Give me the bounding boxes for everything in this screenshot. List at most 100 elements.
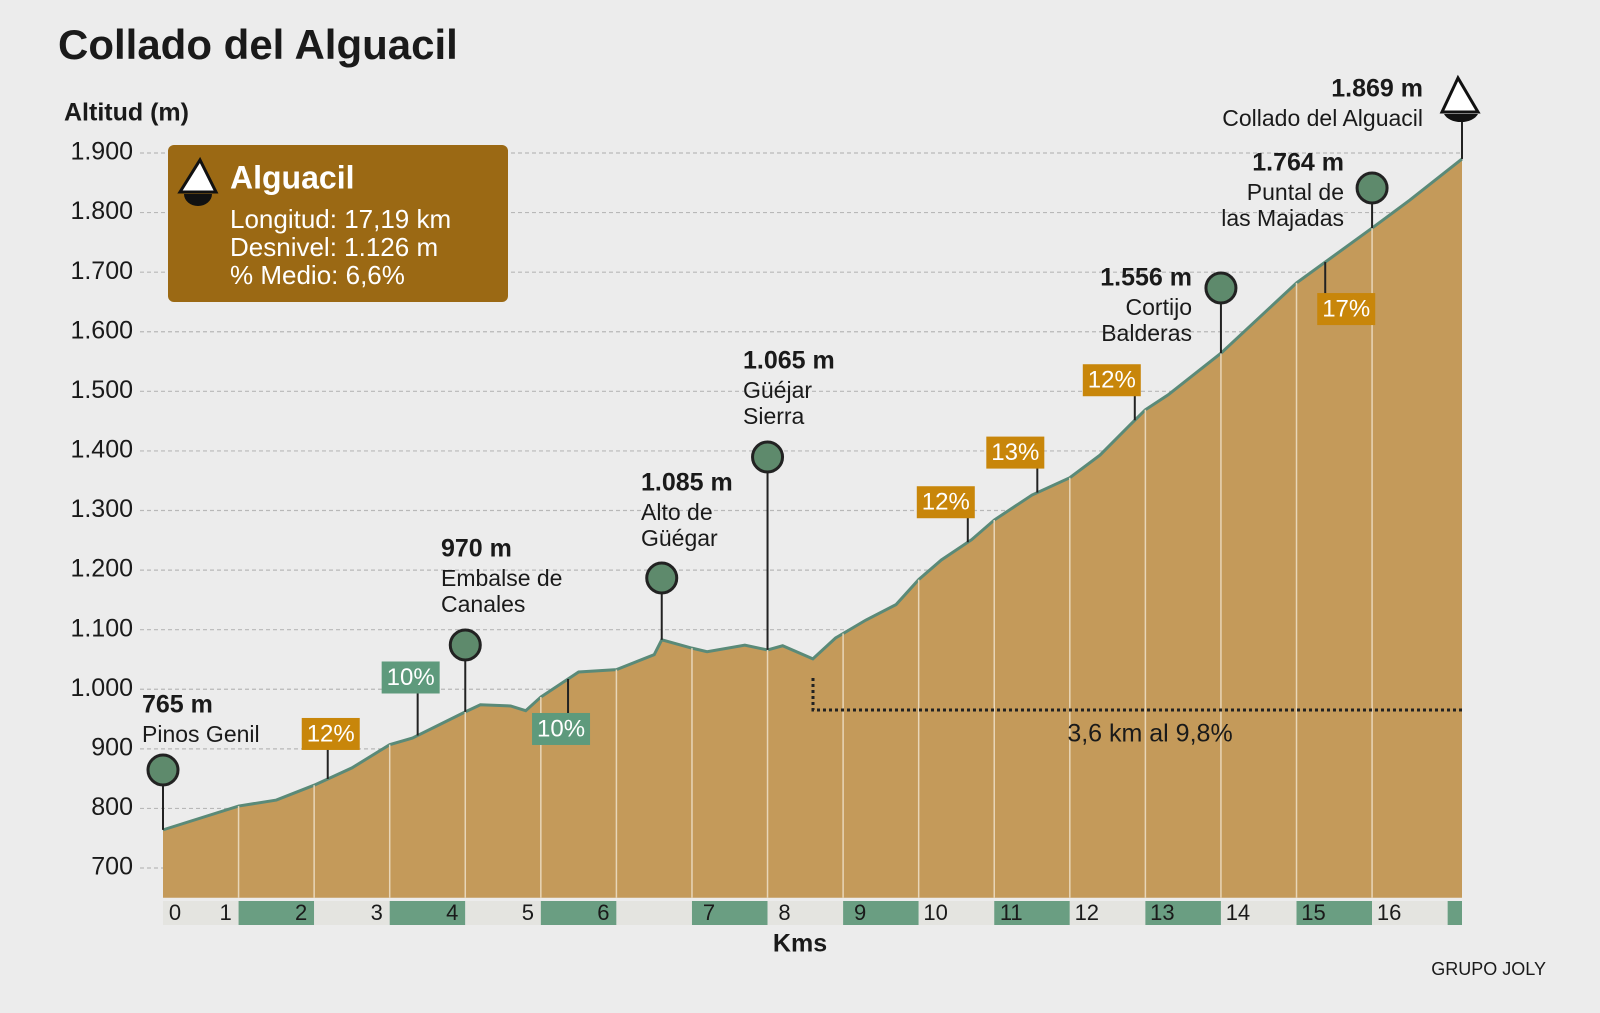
grade-label: 12% (922, 489, 970, 516)
km-band (163, 901, 239, 925)
x-tick-label: 12 (1075, 900, 1099, 925)
km-band (994, 901, 1070, 925)
y-tick-label: 800 (91, 793, 133, 821)
summit-icon (184, 194, 212, 206)
x-tick-label: 13 (1150, 900, 1174, 925)
km-band (238, 901, 315, 925)
summit-name: Puntal de (1247, 179, 1344, 205)
y-tick-label: 1.300 (70, 495, 133, 523)
summit-marker (1204, 271, 1238, 305)
grade-label: 12% (1088, 367, 1136, 394)
km-band (767, 901, 844, 925)
summit-elevation: 970 m (441, 535, 512, 563)
grade-label: 10% (537, 715, 585, 742)
summit-name: Cortijo (1126, 294, 1192, 320)
grade-label: 13% (991, 439, 1039, 466)
summit-elevation: 1.764 m (1252, 149, 1344, 177)
y-tick-label: 1.100 (70, 614, 133, 642)
grade-badge (1082, 364, 1141, 397)
km-band (1447, 901, 1462, 925)
grade-badge (916, 486, 975, 519)
summit-elevation: 1.085 m (641, 469, 733, 497)
km-band (1220, 901, 1297, 925)
summit-name: Canales (441, 591, 525, 617)
summit-elevation: 765 m (142, 691, 213, 719)
summit-marker (645, 561, 679, 595)
x-tick-label: 3 (371, 900, 383, 925)
y-tick-label: 1.400 (70, 436, 133, 464)
km-band (1069, 901, 1146, 925)
summit-marker (1355, 171, 1389, 205)
summit-name: Balderas (1101, 320, 1192, 346)
x-tick-label: 1 (219, 900, 231, 925)
km-band (1372, 901, 1448, 925)
x-tick-label: 9 (854, 900, 866, 925)
segment-label: 3,6 km al 9,8% (1067, 720, 1232, 748)
info-line: % Medio: 6,6% (230, 260, 405, 290)
x-tick-label: 0 (169, 900, 181, 925)
summit-elevation: 1.065 m (743, 347, 835, 375)
segment-line (811, 678, 1465, 712)
y-tick-label: 700 (91, 853, 133, 881)
summit-elevation: 1.556 m (1100, 264, 1192, 292)
profile-line (162, 157, 1463, 832)
x-tick-label: 8 (778, 900, 790, 925)
summit-name: Pinos Genil (142, 721, 260, 747)
summit-name: Güéjar (743, 377, 812, 403)
y-tick-label: 1.700 (70, 257, 133, 285)
info-line: Desnivel: 1.126 m (230, 232, 438, 262)
summit-marker (751, 440, 785, 474)
info-box (168, 145, 508, 302)
x-tick-label: 4 (446, 900, 458, 925)
km-band (1145, 901, 1221, 925)
y-tick-label: 1.200 (70, 555, 133, 583)
summit-elevation: 1.869 m (1331, 75, 1423, 103)
area (163, 158, 1462, 898)
y-tick-label: 1.000 (70, 674, 133, 702)
x-tick-label: 15 (1301, 900, 1325, 925)
summit-icon (177, 156, 219, 194)
y-tick-label: 1.800 (70, 197, 133, 225)
info-title: Alguacil (230, 159, 354, 195)
km-band (691, 901, 768, 925)
source: GRUPO JOLY (1431, 959, 1546, 979)
km-band (540, 901, 617, 925)
x-tick-label: 5 (522, 900, 534, 925)
info-line: Longitud: 17,19 km (230, 204, 451, 234)
km-band (616, 901, 692, 925)
summit-icon (1439, 74, 1481, 114)
x-tick-label: 14 (1226, 900, 1250, 925)
chart-title: Collado del Alguacil (58, 21, 458, 68)
km-band (389, 901, 466, 925)
x-tick-label: 6 (597, 900, 609, 925)
grade-badge (301, 717, 360, 750)
grade-badge (1317, 293, 1376, 326)
summit-name: Güégar (641, 525, 718, 551)
grade-badge (986, 436, 1045, 469)
x-tick-label: 10 (923, 900, 947, 925)
km-band (843, 901, 919, 925)
km-band (918, 901, 995, 925)
y-tick-label: 1.500 (70, 376, 133, 404)
km-band (465, 901, 541, 925)
grade-badge (381, 661, 440, 694)
summit-icon (1444, 114, 1478, 123)
grade-badge (532, 712, 591, 745)
summit-name: las Majadas (1221, 205, 1344, 231)
summit-name: Embalse de (441, 565, 562, 591)
km-band (1296, 901, 1373, 925)
x-tick-label: 7 (703, 900, 715, 925)
grade-label: 12% (307, 720, 355, 747)
x-axis-label: Kms (773, 930, 827, 958)
summit-name: Collado del Alguacil (1222, 105, 1423, 131)
x-tick-label: 11 (1000, 900, 1023, 925)
y-tick-label: 900 (91, 733, 133, 761)
x-tick-label: 2 (295, 900, 307, 925)
summit-name: Alto de (641, 499, 713, 525)
summit-marker (146, 753, 180, 787)
plot: 700 800 900 1.000 1.100 1.200 1.300 1.400 1.500 1… (70, 74, 1481, 925)
x-tick-label: 16 (1377, 900, 1401, 925)
y-tick-label: 1.900 (70, 138, 133, 166)
y-axis-label: Altitud (m) (64, 99, 189, 127)
